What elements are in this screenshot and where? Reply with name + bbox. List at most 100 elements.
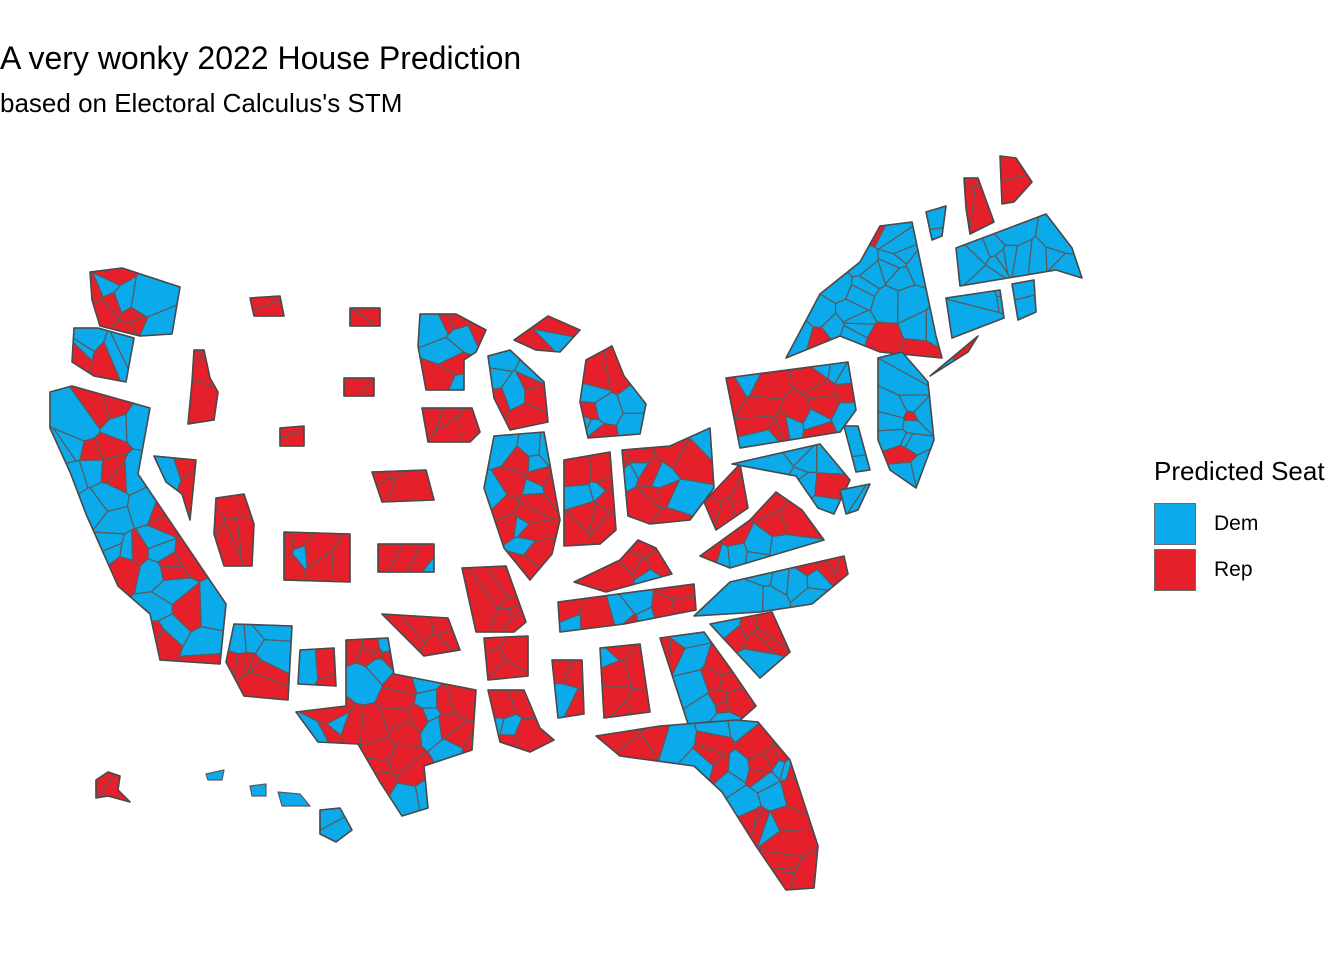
map-subtitle: based on Electoral Calculus's STM — [0, 88, 403, 118]
state-outline-west-virginia — [703, 463, 749, 531]
state-minnesota — [417, 313, 487, 391]
state-outline-michigan — [513, 315, 581, 353]
state-outline-louisiana — [487, 689, 555, 753]
state-south-carolina — [709, 611, 791, 679]
state-outline-arkansas — [483, 635, 529, 681]
district-texas-34 — [355, 647, 377, 668]
state-outline-idaho — [187, 349, 219, 425]
state-new-mexico — [297, 647, 337, 687]
state-outline-oklahoma — [381, 613, 461, 657]
state-outline-nebraska — [371, 469, 435, 503]
state-outline-maryland — [731, 443, 851, 515]
state-delmarva — [839, 483, 871, 515]
district-new-jersey-8 — [877, 410, 905, 432]
state-outline-alabama — [599, 643, 651, 719]
state-wyoming — [279, 425, 305, 447]
district-new-mexico-2 — [314, 647, 336, 680]
district-new-york-26 — [842, 309, 878, 325]
state-outline-new-jersey — [877, 351, 935, 489]
district-texas-35 — [438, 713, 468, 741]
district-virginia-5 — [727, 542, 748, 569]
state-outline-missouri — [461, 565, 527, 633]
state-oklahoma — [381, 613, 461, 657]
district-arizona-10 — [244, 651, 255, 675]
district-washington-11 — [100, 291, 123, 319]
state-north-dakota — [349, 307, 381, 327]
state-outline-iowa — [421, 407, 481, 443]
state-outline-virginia — [699, 491, 825, 569]
state-outline-north-dakota — [349, 307, 381, 327]
state-outline-ohio — [621, 427, 715, 525]
state-alaska — [95, 771, 131, 803]
state-outline-california — [49, 385, 227, 665]
state-illinois — [483, 431, 561, 581]
state-long-island — [929, 335, 979, 377]
district-illinois-18 — [514, 501, 554, 525]
state-south-dakota — [343, 377, 375, 397]
state-outline-alaska — [95, 771, 131, 803]
state-outline-rhode-island — [1011, 279, 1037, 321]
state-outline-wyoming — [279, 425, 305, 447]
state-pennsylvania — [725, 361, 857, 449]
legend-label-rep: Rep — [1214, 558, 1253, 581]
district-new-jersey-10 — [903, 410, 919, 422]
state-outline-delmarva — [839, 483, 871, 515]
hawaii-island-3 — [277, 791, 311, 807]
state-indiana — [563, 451, 617, 547]
state-new-jersey — [877, 351, 935, 489]
state-outline-utah — [213, 493, 255, 567]
district-new-york-20 — [869, 284, 899, 325]
state-outline-hawaii — [319, 807, 353, 843]
state-rhode-island — [1011, 279, 1037, 321]
district-ohio-12 — [636, 485, 661, 509]
state-iowa — [421, 407, 481, 443]
district-new-jersey-14 — [899, 431, 914, 448]
map-title: A very wonky 2022 House Prediction — [0, 40, 522, 76]
state-north-carolina — [693, 555, 849, 617]
state-arkansas — [483, 635, 529, 681]
district-indiana-10 — [589, 451, 613, 483]
state-louisiana — [487, 689, 555, 753]
state-outline-new-hampshire — [963, 177, 995, 235]
state-outline-minnesota — [417, 313, 487, 391]
state-virginia — [699, 491, 825, 569]
state-nevada — [153, 455, 197, 521]
legend-item-rep: Rep — [1154, 547, 1344, 593]
state-outline-tennessee — [557, 583, 697, 633]
state-connecticut — [945, 289, 1005, 339]
state-outline-wisconsin — [487, 349, 549, 431]
state-outline-arizona — [225, 623, 293, 701]
state-west-virginia — [703, 463, 749, 531]
district-texas-28 — [413, 688, 438, 709]
legend-title: Predicted Seat — [1154, 456, 1325, 486]
district-california-38 — [105, 460, 127, 494]
state-nebraska — [371, 469, 435, 503]
state-outline-massachusetts — [955, 213, 1083, 287]
district-louisiana-6 — [499, 713, 523, 736]
hawaii-island-1 — [205, 769, 225, 781]
state-utah — [213, 493, 255, 567]
hawaii-island-2 — [249, 783, 267, 797]
legend-swatch-rep — [1154, 549, 1196, 591]
district-california-36 — [94, 431, 134, 461]
district-texas-33 — [387, 719, 423, 748]
state-outline-vermont — [925, 205, 947, 241]
state-delaware — [843, 425, 871, 473]
state-outline-washington — [89, 267, 181, 337]
state-outline-kansas — [377, 543, 435, 573]
state-outline-kentucky — [573, 539, 673, 593]
district-california-19 — [124, 448, 148, 496]
legend-label-dem: Dem — [1214, 512, 1259, 535]
district-washington-9 — [113, 275, 137, 314]
district-california-28 — [157, 551, 183, 568]
state-outline-delaware — [843, 425, 871, 473]
state-outline-south-dakota — [343, 377, 375, 397]
district-illinois-12 — [500, 445, 530, 476]
state-michigan — [513, 315, 581, 353]
district-new-york-21 — [858, 259, 886, 290]
state-mississippi — [551, 659, 585, 719]
state-new-hampshire — [963, 177, 995, 235]
state-oregon — [71, 327, 135, 383]
state-outline-long-island — [929, 335, 979, 377]
